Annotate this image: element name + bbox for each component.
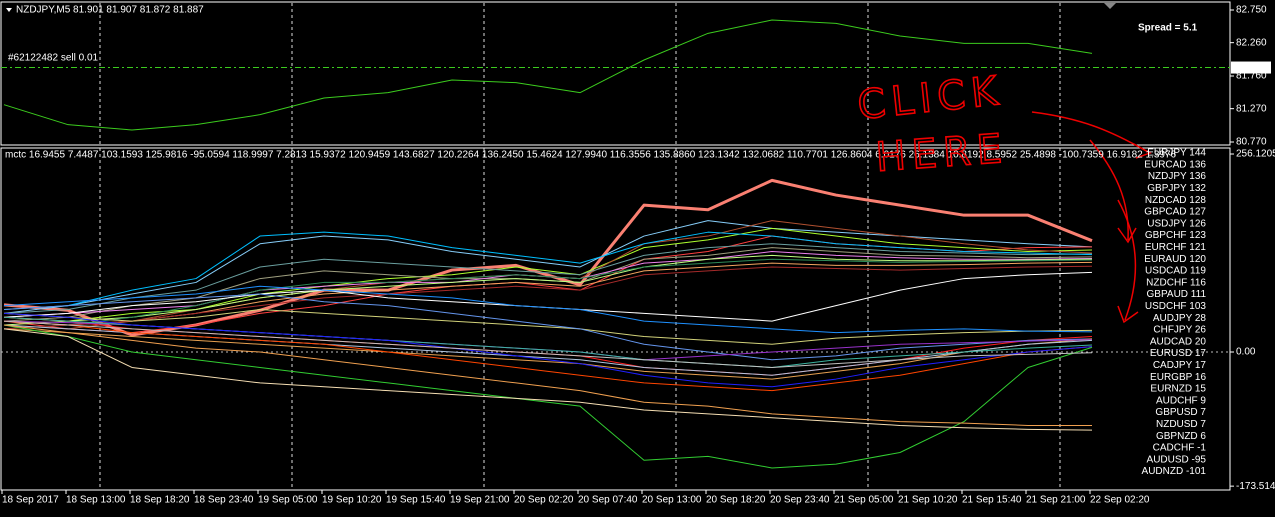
indicator-panel-frame bbox=[0, 147, 1231, 491]
data-line bbox=[3, 324, 1092, 426]
panel-title: mctc 16.9455 7.4487 103.1593 125.9816 -9… bbox=[5, 150, 1177, 161]
legend-entry: EURJPY 144 bbox=[1147, 148, 1206, 159]
price-label-bg bbox=[1231, 61, 1271, 74]
x-tick-label: 18 Sep 23:40 bbox=[194, 495, 254, 506]
handwritten-note: HERE bbox=[874, 126, 1009, 181]
arrow bbox=[1089, 139, 1137, 244]
legend-entry: AUDUSD -95 bbox=[1147, 454, 1207, 465]
legend-entry: EURGBP 16 bbox=[1150, 372, 1206, 383]
data-line bbox=[3, 231, 1093, 310]
x-tick-label: 21 Sep 05:00 bbox=[834, 495, 894, 506]
data-line bbox=[3, 220, 1093, 314]
data-line bbox=[3, 312, 1093, 388]
x-tick-label: 19 Sep 10:20 bbox=[322, 495, 382, 506]
x-tick-label: 19 Sep 05:00 bbox=[258, 495, 318, 506]
current-price-label: 81.887 bbox=[1236, 62, 1267, 73]
shift-marker[interactable] bbox=[1104, 3, 1116, 9]
data-line bbox=[3, 320, 1093, 392]
x-tick-label: 21 Sep 15:40 bbox=[962, 495, 1022, 506]
legend-entry: EURCAD 136 bbox=[1144, 159, 1206, 170]
legend-entry: AUDCAD 20 bbox=[1150, 336, 1207, 347]
legend-entry: GBPAUD 111 bbox=[1147, 289, 1207, 300]
x-tick-label: 20 Sep 07:40 bbox=[578, 495, 638, 506]
data-line bbox=[3, 293, 1093, 361]
legend-entry: EURCHF 121 bbox=[1145, 242, 1207, 253]
x-tick-label: 20 Sep 18:20 bbox=[706, 495, 766, 506]
data-line bbox=[3, 254, 1093, 326]
y-tick-label: 0.00 bbox=[1236, 347, 1256, 358]
x-tick-label: 19 Sep 21:00 bbox=[450, 495, 510, 506]
x-tick-label: 18 Sep 18:20 bbox=[130, 495, 190, 506]
legend-entry: USDCAD 119 bbox=[1145, 266, 1206, 277]
panel-title: NZDJPY,M5 81.901 81.907 81.872 81.887 bbox=[16, 5, 204, 16]
legend-entry: AUDJPY 28 bbox=[1153, 313, 1207, 324]
price-panel-frame bbox=[0, 1, 1231, 146]
x-tick-label: 18 Sep 13:00 bbox=[66, 495, 126, 506]
data-line bbox=[3, 328, 1093, 380]
legend-entry: GBPCHF 123 bbox=[1145, 230, 1207, 241]
legend-entry: NZDJPY 136 bbox=[1148, 171, 1207, 182]
legend-entry: CADCHF -1 bbox=[1153, 443, 1207, 454]
legend-entry: NZDCHF 116 bbox=[1146, 277, 1206, 288]
panel-menu-arrow[interactable] bbox=[6, 8, 12, 12]
y-tick-label: 80.770 bbox=[1236, 137, 1267, 148]
x-tick-label: 21 Sep 21:00 bbox=[1026, 495, 1086, 506]
legend-entry: EURNZD 15 bbox=[1150, 384, 1206, 395]
legend-entry: AUDNZD -101 bbox=[1142, 466, 1207, 477]
legend-entry: GBPCAD 127 bbox=[1144, 207, 1206, 218]
y-tick-label: 81.760 bbox=[1236, 71, 1267, 82]
x-tick-label: 20 Sep 02:20 bbox=[514, 495, 574, 506]
data-line bbox=[3, 320, 1093, 368]
y-tick-label: 256.1205 bbox=[1236, 149, 1275, 160]
legend-entry: NZDUSD 7 bbox=[1156, 419, 1206, 430]
y-tick-label: 82.750 bbox=[1236, 5, 1267, 16]
x-tick-label: 18 Sep 2017 bbox=[2, 495, 59, 506]
legend-entry: EURUSD 17 bbox=[1150, 348, 1207, 359]
data-line bbox=[3, 328, 1093, 431]
x-tick-label: 20 Sep 13:00 bbox=[642, 495, 702, 506]
legend-entry: AUDCHF 9 bbox=[1156, 395, 1206, 406]
x-tick-label: 21 Sep 10:20 bbox=[898, 495, 958, 506]
legend-entry: NZDCAD 128 bbox=[1145, 195, 1207, 206]
data-line bbox=[3, 243, 1093, 314]
legend-entry: CHFJPY 26 bbox=[1153, 325, 1206, 336]
order-annotation: #62122482 sell 0.01 bbox=[8, 53, 99, 64]
x-tick-label: 19 Sep 15:40 bbox=[386, 495, 446, 506]
x-tick-label: 20 Sep 23:40 bbox=[770, 495, 830, 506]
x-tick-label: 22 Sep 02:20 bbox=[1090, 495, 1150, 506]
legend-entry: GBPJPY 132 bbox=[1147, 183, 1206, 194]
data-line bbox=[3, 265, 1093, 330]
legend-entry: EURAUD 120 bbox=[1144, 254, 1206, 265]
spread-label: Spread = 5.1 bbox=[1138, 23, 1198, 34]
data-line bbox=[3, 258, 1093, 330]
data-line bbox=[3, 308, 1093, 345]
data-line bbox=[3, 324, 1093, 469]
legend-entry: GBPUSD 7 bbox=[1155, 407, 1206, 418]
y-tick-label: 81.270 bbox=[1236, 103, 1267, 114]
data-line bbox=[3, 227, 1093, 322]
legend-entry: GBPNZD 6 bbox=[1156, 431, 1206, 442]
y-tick-label: 82.260 bbox=[1236, 37, 1267, 48]
arrow bbox=[1031, 111, 1152, 159]
y-tick-label: -173.5147 bbox=[1236, 481, 1275, 492]
arrow bbox=[1117, 199, 1139, 324]
data-line bbox=[3, 19, 1093, 131]
legend-entry: USDCHF 103 bbox=[1145, 301, 1207, 312]
legend-entry: USDJPY 126 bbox=[1147, 218, 1206, 229]
legend-entry: CADJPY 17 bbox=[1153, 360, 1207, 371]
data-line bbox=[3, 285, 1093, 334]
